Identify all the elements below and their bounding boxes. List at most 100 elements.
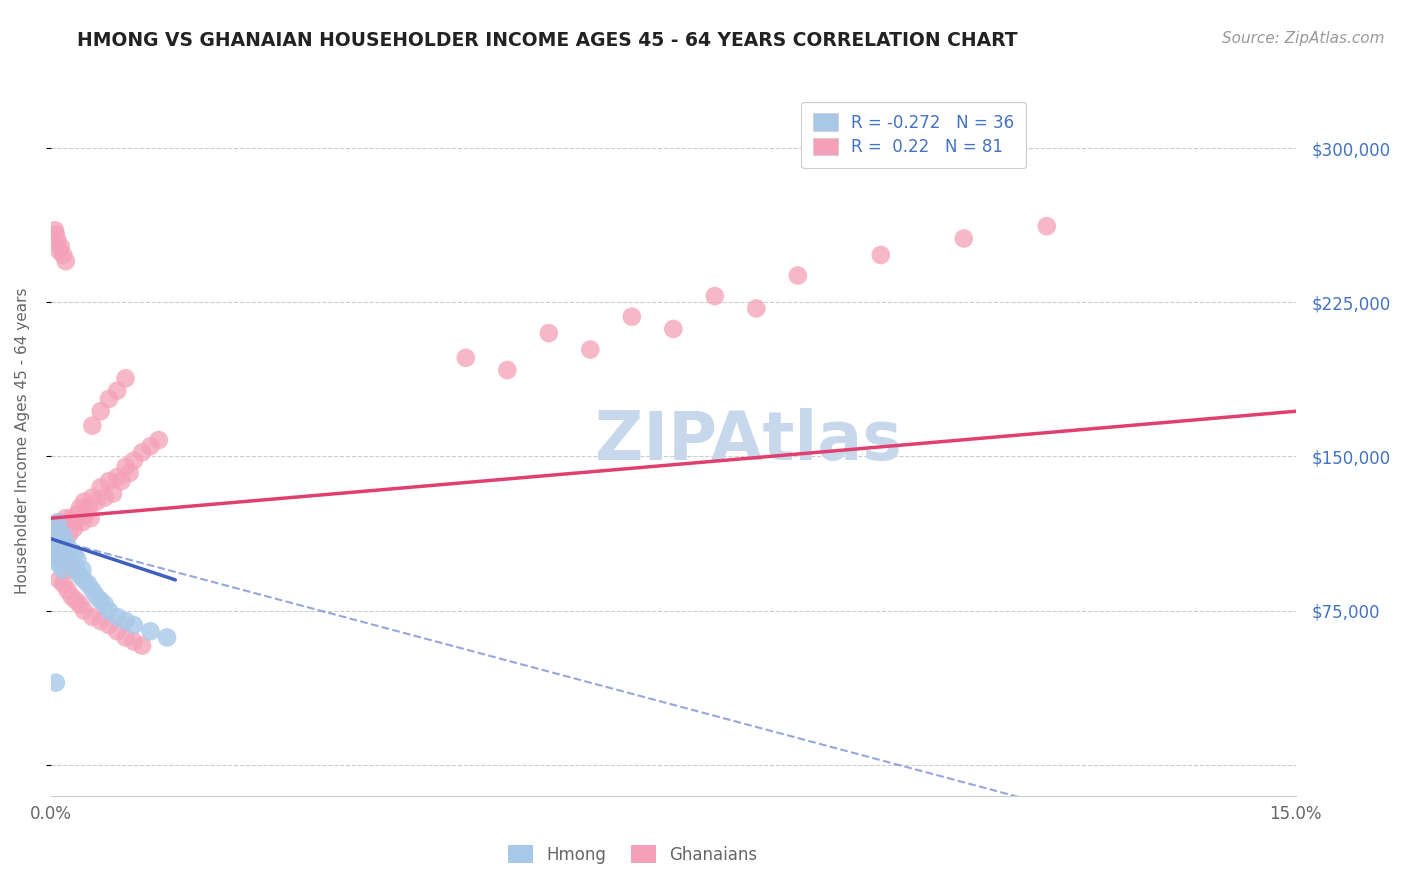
Point [45,552,67,566]
Point [48,516,70,530]
Point [122,618,145,632]
Point [114,459,136,474]
Point [65,563,87,577]
Point [44,527,66,541]
Point [69,500,91,515]
Point [139,439,162,453]
Point [786,268,808,283]
Point [60,563,83,577]
Point [46,536,69,550]
Point [55,511,77,525]
Point [49,240,72,254]
Point [75,507,97,521]
Point [69,568,91,582]
Point [139,624,162,639]
Point [620,310,643,324]
Point [105,610,128,624]
Text: Source: ZipAtlas.com: Source: ZipAtlas.com [1222,31,1385,46]
Point [66,507,89,521]
Point [45,541,67,556]
Point [56,516,79,530]
Point [49,552,72,566]
Point [148,433,170,447]
Point [114,614,136,628]
Point [63,521,86,535]
Point [869,248,891,262]
Point [44,536,66,550]
Point [45,527,67,541]
Legend: R = -0.272   N = 36, R =  0.22   N = 81: R = -0.272 N = 36, R = 0.22 N = 81 [801,102,1026,168]
Point [86,590,108,604]
Point [49,541,72,556]
Point [60,511,83,525]
Point [90,404,112,418]
Point [60,557,83,571]
Point [48,532,70,546]
Point [90,480,112,494]
Point [44,532,66,546]
Point [73,494,96,508]
Point [52,577,75,591]
Point [44,536,66,550]
Point [454,351,477,365]
Point [90,614,112,628]
Point [73,604,96,618]
Point [101,486,124,500]
Point [94,491,117,505]
Point [51,536,73,550]
Point [72,563,94,577]
Point [45,227,67,242]
Point [56,583,79,598]
Point [49,541,72,556]
Point [82,418,104,433]
Point [86,494,108,508]
Point [44,223,66,237]
Point [1036,219,1059,234]
Point [46,234,69,248]
Point [56,552,79,566]
Y-axis label: Householder Income Ages 45 - 64 years: Householder Income Ages 45 - 64 years [15,288,30,594]
Point [53,532,76,546]
Text: HMONG VS GHANAIAN HOUSEHOLDER INCOME AGES 45 - 64 YEARS CORRELATION CHART: HMONG VS GHANAIAN HOUSEHOLDER INCOME AGE… [77,31,1018,50]
Legend: Hmong, Ghanaians: Hmong, Ghanaians [501,838,765,871]
Text: ZIPAtlas: ZIPAtlas [595,408,901,474]
Point [60,590,83,604]
Point [42,521,65,535]
Point [97,604,120,618]
Point [58,541,80,556]
Point [105,624,128,639]
Point [105,384,128,398]
Point [90,593,112,607]
Point [55,254,77,268]
Point [66,552,89,566]
Point [97,392,120,406]
Point [97,474,120,488]
Point [56,557,79,571]
Point [97,618,120,632]
Point [114,371,136,385]
Point [77,577,100,591]
Point [105,470,128,484]
Point [579,343,602,357]
Point [122,634,145,648]
Point [72,516,94,530]
Point [94,598,117,612]
Point [63,548,86,562]
Point [45,675,67,690]
Point [82,583,104,598]
Point [131,445,153,459]
Point [69,598,91,612]
Point [53,546,76,560]
Point [118,466,141,480]
Point [55,536,77,550]
Point [79,511,101,525]
Point [65,593,87,607]
Point [82,610,104,624]
Point [65,516,87,530]
Point [46,516,69,530]
Point [46,521,69,535]
Point [45,541,67,556]
Point [952,231,974,245]
Point [496,363,519,377]
Point [77,500,100,515]
